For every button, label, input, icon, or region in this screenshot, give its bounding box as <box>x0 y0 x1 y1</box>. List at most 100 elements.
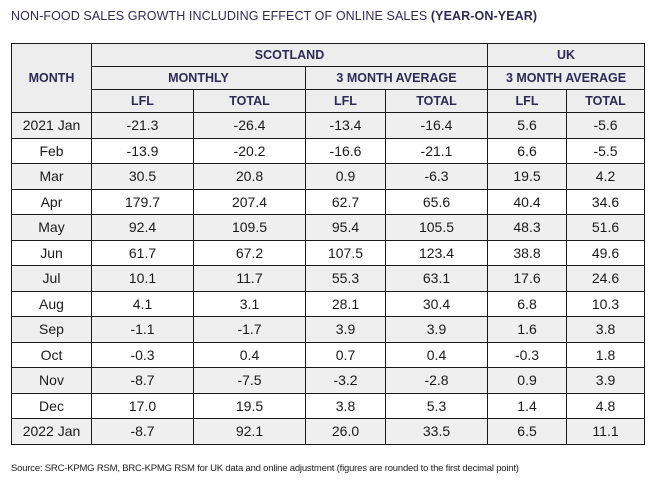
col-header: LFL <box>91 89 194 113</box>
value-cell: -16.6 <box>305 137 386 164</box>
value-cell: 10.1 <box>91 265 194 292</box>
value-cell: 5.6 <box>487 112 568 139</box>
table-title: NON-FOOD SALES GROWTH INCLUDING EFFECT O… <box>11 9 537 23</box>
table-title-main: NON-FOOD SALES GROWTH INCLUDING EFFECT O… <box>11 9 431 23</box>
col-header: TOTAL <box>384 89 489 113</box>
value-cell: -20.2 <box>193 137 306 164</box>
uk-3m-header: 3 MONTH AVERAGE <box>487 66 646 90</box>
value-cell: -7.5 <box>193 367 306 394</box>
value-cell: 17.0 <box>91 392 194 419</box>
col-header: TOTAL <box>193 89 306 113</box>
value-cell: 3.8 <box>305 392 386 419</box>
value-cell: 123.4 <box>384 239 489 266</box>
value-cell: 6.6 <box>487 137 568 164</box>
value-cell: 11.7 <box>193 265 306 292</box>
value-cell: -3.2 <box>305 367 386 394</box>
value-cell: 67.2 <box>193 239 306 266</box>
value-cell: 107.5 <box>305 239 386 266</box>
table-row: Aug 4.1 3.1 28.1 30.4 6.8 10.3 <box>11 290 646 317</box>
value-cell: 19.5 <box>487 163 568 190</box>
value-cell: 28.1 <box>305 290 386 317</box>
table-row: May 92.4 109.5 95.4 105.5 48.3 51.6 <box>11 214 646 241</box>
value-cell: 0.4 <box>384 341 489 368</box>
value-cell: -1.7 <box>193 316 306 343</box>
value-cell: -26.4 <box>193 112 306 139</box>
value-cell: 63.1 <box>384 265 489 292</box>
value-cell: 38.8 <box>487 239 568 266</box>
uk-header: UK <box>487 43 646 67</box>
month-cell: Dec <box>11 392 92 419</box>
value-cell: -13.4 <box>305 112 386 139</box>
value-cell: -8.7 <box>91 367 194 394</box>
value-cell: 1.4 <box>487 392 568 419</box>
value-cell: 62.7 <box>305 188 386 215</box>
col-header: LFL <box>487 89 568 113</box>
month-cell: Jun <box>11 239 92 266</box>
value-cell: 95.4 <box>305 214 386 241</box>
value-cell: 17.6 <box>487 265 568 292</box>
monthly-header: MONTHLY <box>91 66 306 90</box>
value-cell: 92.4 <box>91 214 194 241</box>
value-cell: 3.9 <box>305 316 386 343</box>
value-cell: 3.9 <box>384 316 489 343</box>
value-cell: 51.6 <box>566 214 646 241</box>
sales-growth-table: MONTH SCOTLAND UK MONTHLY 3 MONTH AVERAG… <box>11 43 646 445</box>
month-cell: Sep <box>11 316 92 343</box>
month-cell: Nov <box>11 367 92 394</box>
value-cell: 11.1 <box>566 418 646 445</box>
value-cell: 6.8 <box>487 290 568 317</box>
month-cell: 2022 Jan <box>11 418 92 445</box>
value-cell: -0.3 <box>91 341 194 368</box>
value-cell: 0.4 <box>193 341 306 368</box>
value-cell: 0.9 <box>305 163 386 190</box>
value-cell: -5.6 <box>566 112 646 139</box>
month-cell: 2021 Jan <box>11 112 92 139</box>
value-cell: 92.1 <box>193 418 306 445</box>
table-row: 2021 Jan -21.3 -26.4 -13.4 -16.4 5.6 -5.6 <box>11 112 646 139</box>
value-cell: 179.7 <box>91 188 194 215</box>
month-cell: May <box>11 214 92 241</box>
table-row: Oct -0.3 0.4 0.7 0.4 -0.3 1.8 <box>11 341 646 368</box>
col-header: TOTAL <box>566 89 646 113</box>
table-row: Feb -13.9 -20.2 -16.6 -21.1 6.6 -5.5 <box>11 137 646 164</box>
month-cell: Mar <box>11 163 92 190</box>
value-cell: 19.5 <box>193 392 306 419</box>
month-cell: Jul <box>11 265 92 292</box>
value-cell: 10.3 <box>566 290 646 317</box>
table-row: Mar 30.5 20.8 0.9 -6.3 19.5 4.2 <box>11 163 646 190</box>
value-cell: 34.6 <box>566 188 646 215</box>
month-cell: Apr <box>11 188 92 215</box>
value-cell: 3.1 <box>193 290 306 317</box>
value-cell: 0.7 <box>305 341 386 368</box>
value-cell: 49.6 <box>566 239 646 266</box>
month-header: MONTH <box>11 43 92 113</box>
value-cell: -21.3 <box>91 112 194 139</box>
table-row: 2022 Jan -8.7 92.1 26.0 33.5 6.5 11.1 <box>11 418 646 445</box>
value-cell: 65.6 <box>384 188 489 215</box>
value-cell: 55.3 <box>305 265 386 292</box>
value-cell: 4.1 <box>91 290 194 317</box>
value-cell: 1.8 <box>566 341 646 368</box>
value-cell: -13.9 <box>91 137 194 164</box>
value-cell: 1.6 <box>487 316 568 343</box>
value-cell: -2.8 <box>384 367 489 394</box>
value-cell: 0.9 <box>487 367 568 394</box>
value-cell: 3.9 <box>566 367 646 394</box>
value-cell: 48.3 <box>487 214 568 241</box>
table-row: Jul 10.1 11.7 55.3 63.1 17.6 24.6 <box>11 265 646 292</box>
value-cell: 61.7 <box>91 239 194 266</box>
value-cell: 109.5 <box>193 214 306 241</box>
value-cell: 4.2 <box>566 163 646 190</box>
table-row: Dec 17.0 19.5 3.8 5.3 1.4 4.8 <box>11 392 646 419</box>
col-header: LFL <box>305 89 386 113</box>
scotland-3m-header: 3 MONTH AVERAGE <box>304 66 489 90</box>
value-cell: -1.1 <box>91 316 194 343</box>
value-cell: -8.7 <box>91 418 194 445</box>
value-cell: 6.5 <box>487 418 568 445</box>
value-cell: 26.0 <box>305 418 386 445</box>
month-cell: Feb <box>11 137 92 164</box>
scotland-header: SCOTLAND <box>90 43 489 67</box>
source-note: Source: SRC-KPMG RSM, BRC-KPMG RSM for U… <box>11 463 519 474</box>
month-cell: Oct <box>11 341 92 368</box>
value-cell: 33.5 <box>384 418 489 445</box>
